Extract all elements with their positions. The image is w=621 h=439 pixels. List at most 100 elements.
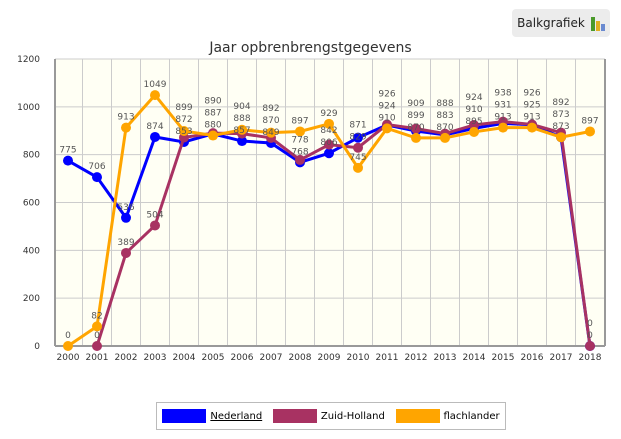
data-point xyxy=(63,341,73,351)
data-point xyxy=(295,126,305,137)
bar-chart-button[interactable]: Balkgrafiek xyxy=(512,9,610,37)
data-point xyxy=(92,321,102,332)
x-tick-label: 2005 xyxy=(202,353,225,363)
x-tick-label: 2014 xyxy=(463,353,486,363)
data-label: 887 xyxy=(204,109,221,119)
data-label: 931 xyxy=(494,101,511,111)
data-point xyxy=(353,162,363,173)
legend-item[interactable]: Nederland xyxy=(162,409,262,423)
legend-label: Zuid-Holland xyxy=(320,410,385,422)
data-point xyxy=(324,139,334,150)
data-label: 829 xyxy=(349,133,366,143)
legend-swatch xyxy=(395,409,440,423)
data-label: 899 xyxy=(407,111,424,121)
y-tick-label: 600 xyxy=(23,199,40,209)
data-label: 504 xyxy=(146,210,163,220)
data-point xyxy=(469,126,479,137)
data-label: 870 xyxy=(262,116,279,126)
data-label: 924 xyxy=(465,93,482,103)
data-label: 0 xyxy=(587,319,593,329)
x-tick-label: 2018 xyxy=(579,353,602,363)
data-label: 880 xyxy=(204,121,221,131)
data-label: 926 xyxy=(378,89,395,99)
y-tick-label: 200 xyxy=(23,294,40,304)
data-point xyxy=(353,142,363,153)
data-label: 888 xyxy=(436,99,453,109)
data-label: 890 xyxy=(204,97,221,107)
x-tick-label: 2007 xyxy=(260,353,283,363)
x-tick-label: 2013 xyxy=(434,353,457,363)
x-tick-label: 2000 xyxy=(57,353,80,363)
data-label: 910 xyxy=(465,105,482,115)
data-label: 745 xyxy=(349,153,366,163)
data-point xyxy=(527,122,537,133)
x-tick-label: 2003 xyxy=(144,353,167,363)
data-label: 913 xyxy=(494,113,511,123)
data-point xyxy=(411,123,421,134)
data-point xyxy=(63,155,73,166)
x-tick-label: 2009 xyxy=(318,353,341,363)
x-tick-label: 2010 xyxy=(347,353,370,363)
data-label: 872 xyxy=(175,115,192,125)
data-point xyxy=(266,127,276,138)
data-point xyxy=(237,136,247,147)
x-tick-label: 2008 xyxy=(289,353,312,363)
data-point xyxy=(324,118,334,129)
legend-label: flachlander xyxy=(443,410,500,422)
data-label: 870 xyxy=(407,123,424,133)
legend: Nederland Zuid-Holland flachlander xyxy=(156,402,506,430)
legend-item[interactable]: Zuid-Holland xyxy=(272,409,385,423)
data-point xyxy=(324,148,334,159)
x-tick-label: 2001 xyxy=(86,353,109,363)
x-tick-label: 2002 xyxy=(115,353,138,363)
data-point xyxy=(585,126,595,137)
data-label: 925 xyxy=(523,101,540,111)
data-label: 853 xyxy=(175,127,192,137)
data-label: 929 xyxy=(320,109,337,119)
data-label: 926 xyxy=(523,89,540,99)
legend-swatch xyxy=(272,409,317,423)
data-label: 842 xyxy=(320,126,337,136)
data-point xyxy=(237,124,247,135)
data-label: 892 xyxy=(262,104,279,114)
data-label: 536 xyxy=(117,203,134,213)
data-label: 913 xyxy=(117,113,134,123)
data-point xyxy=(92,172,102,183)
data-label: 883 xyxy=(436,111,453,121)
data-point xyxy=(353,132,363,143)
bar-chart-icon xyxy=(590,15,605,31)
data-label: 806 xyxy=(320,138,337,148)
x-tick-label: 2016 xyxy=(521,353,544,363)
data-label: 706 xyxy=(88,162,105,172)
data-label: 913 xyxy=(523,113,540,123)
data-label: 0 xyxy=(587,331,593,341)
data-point xyxy=(295,154,305,165)
data-label: 897 xyxy=(291,116,308,126)
data-label: 924 xyxy=(378,101,395,111)
data-point xyxy=(121,122,131,133)
data-label: 778 xyxy=(291,135,308,145)
data-label: 775 xyxy=(59,146,76,156)
data-point xyxy=(121,212,131,223)
data-label: 0 xyxy=(65,331,71,341)
data-label: 849 xyxy=(262,128,279,138)
y-tick-label: 0 xyxy=(34,342,40,352)
y-tick-label: 800 xyxy=(23,151,40,161)
data-label: 874 xyxy=(146,122,163,132)
data-label: 1049 xyxy=(144,80,167,90)
x-tick-label: 2004 xyxy=(173,353,196,363)
x-tick-label: 2015 xyxy=(492,353,515,363)
legend-item[interactable]: flachlander xyxy=(395,409,500,423)
data-point xyxy=(469,120,479,131)
y-tick-label: 1000 xyxy=(17,103,40,113)
data-point xyxy=(179,125,189,136)
data-label: 910 xyxy=(378,113,395,123)
data-label: 873 xyxy=(552,110,569,120)
data-label: 888 xyxy=(233,114,250,124)
x-tick-label: 2011 xyxy=(376,353,399,363)
data-point xyxy=(498,122,508,133)
data-label: 904 xyxy=(233,102,250,112)
chart-title: Jaar opbrenbrengstgegevens xyxy=(209,40,412,56)
data-label: 909 xyxy=(407,99,424,109)
